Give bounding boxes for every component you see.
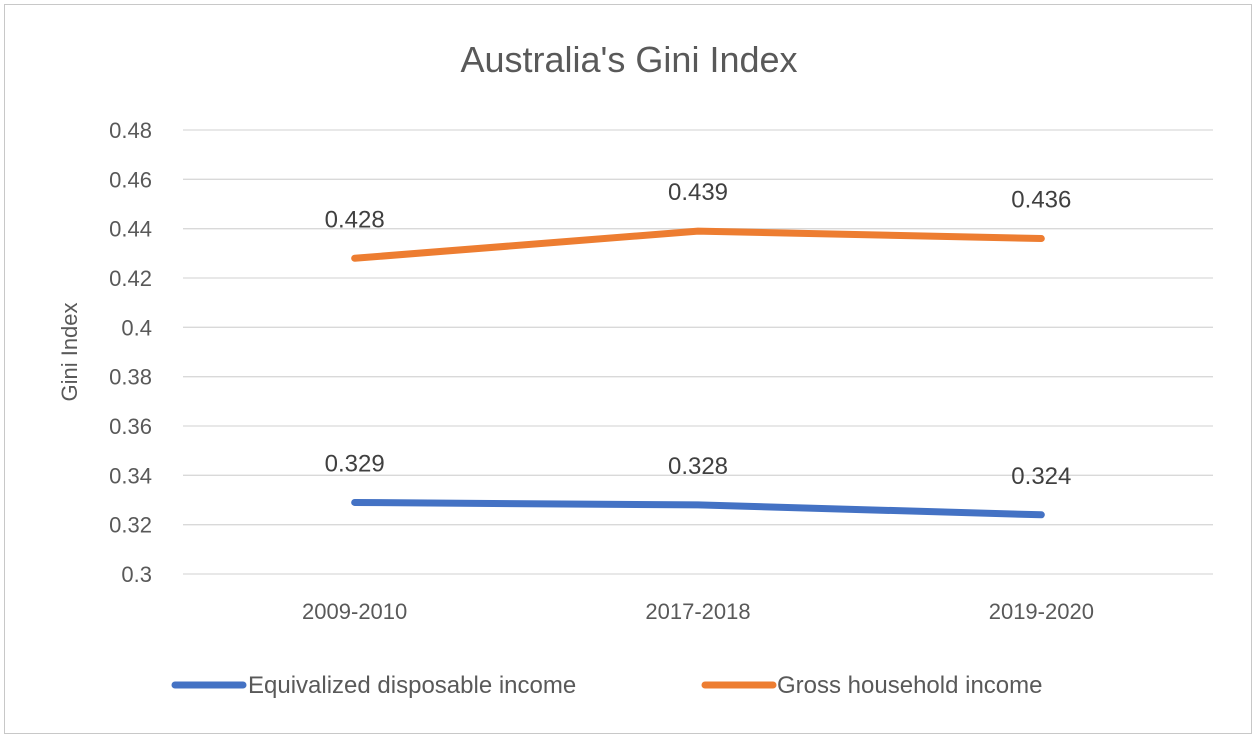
y-tick-label: 0.32: [109, 513, 152, 538]
x-tick-labels: 2009-2010 2017-2018 2019-2020: [302, 599, 1094, 624]
y-tick-label: 0.46: [109, 167, 152, 192]
legend-entry: Gross household income: [777, 672, 1042, 699]
data-label: 0.436: [1011, 187, 1071, 214]
y-tick-labels: 0.3 0.32 0.34 0.36 0.38 0.4 0.42 0.44 0.46 0.48: [109, 118, 152, 587]
y-tick-label: 0.36: [109, 414, 152, 439]
series-line: [351, 498, 1045, 519]
y-tick-label: 0.4: [121, 315, 152, 340]
series-line: [351, 227, 1045, 262]
chart-frame: [4, 4, 1252, 734]
y-tick-label: 0.3: [121, 562, 152, 587]
x-tick-label: 2017-2018: [645, 599, 750, 624]
data-label: 0.329: [325, 450, 385, 477]
legend-entry: Equivalized disposable income: [248, 672, 576, 699]
x-tick-label: 2019-2020: [989, 599, 1094, 624]
data-label: 0.324: [1011, 463, 1071, 490]
x-tick-label: 2009-2010: [302, 599, 407, 624]
data-label: 0.328: [668, 453, 728, 480]
data-label: 0.439: [668, 179, 728, 206]
data-label: 0.428: [325, 206, 385, 233]
y-tick-label: 0.38: [109, 365, 152, 390]
legend: Equivalized disposable income Gross house…: [171, 672, 1042, 699]
y-tick-label: 0.44: [109, 217, 152, 242]
y-tick-label: 0.42: [109, 266, 152, 291]
chart-title: Australia's Gini Index: [460, 39, 797, 80]
y-tick-label: 0.48: [109, 118, 152, 143]
y-axis-label: Gini Index: [57, 302, 82, 401]
y-tick-label: 0.34: [109, 463, 152, 488]
series-layer: 0.329 0.328 0.324 0.428 0.439 0.436: [325, 179, 1071, 519]
grid-layer: [183, 129, 1213, 575]
